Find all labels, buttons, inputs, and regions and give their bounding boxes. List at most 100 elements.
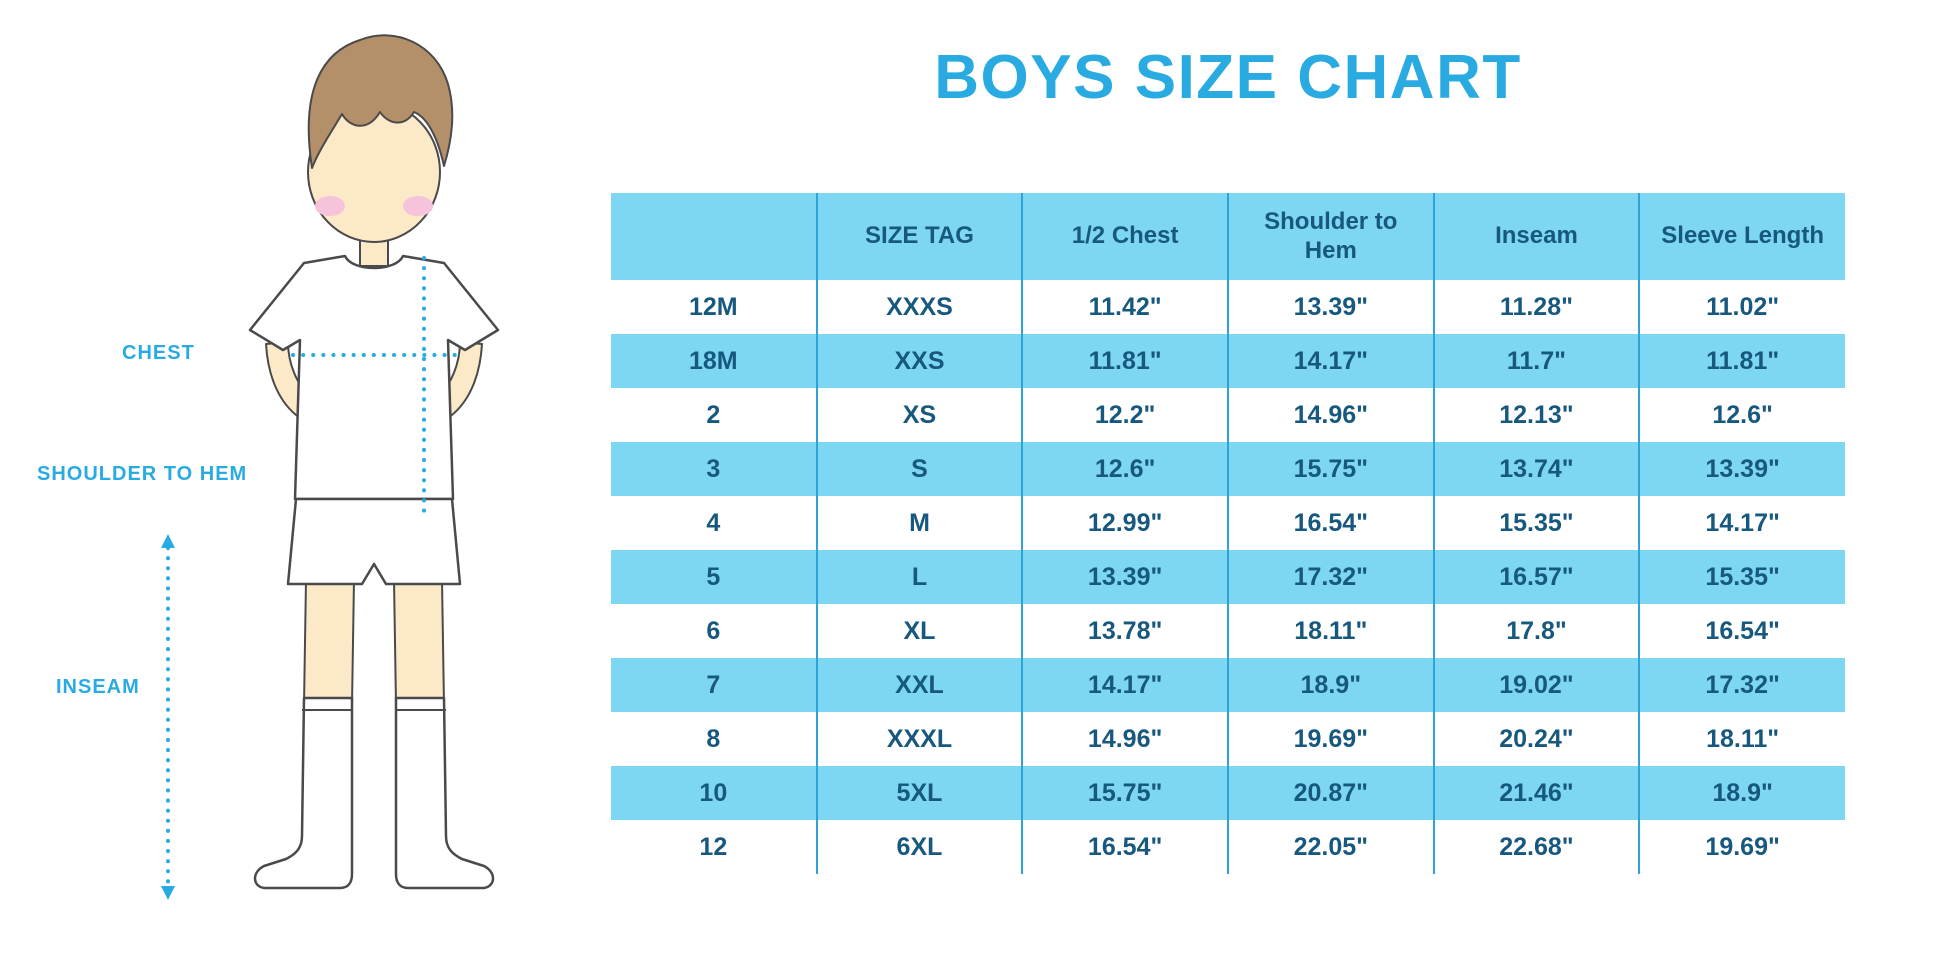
table-cell: 14.17"	[1021, 658, 1228, 712]
boy-cheek-right	[403, 196, 433, 216]
boy-hair	[307, 34, 454, 169]
table-cell: 13.74"	[1432, 442, 1640, 496]
size-chart-table: SIZE TAG 1/2 Chest Shoulder to Hem Inseam Sl…	[611, 193, 1845, 874]
table-row: 18M XXS 11.81" 14.17" 11.7" 11.81"	[611, 334, 1845, 388]
boy-shorts	[286, 497, 462, 586]
chest-label: CHEST	[122, 342, 195, 364]
row-size-label: 8	[706, 724, 721, 753]
table-cell: 18.9"	[1638, 766, 1845, 820]
row-size-label: 5	[706, 562, 721, 591]
table-row: 2 XS 12.2" 14.96" 12.13" 12.6"	[611, 388, 1845, 442]
table-row: 4 M 12.99" 16.54" 15.35" 14.17"	[611, 496, 1845, 550]
column-header: Shoulder to Hem	[1226, 193, 1434, 280]
table-cell: 12.99"	[1021, 496, 1228, 550]
table-cell: 22.05"	[1226, 820, 1434, 874]
table-row: 5 L 13.39" 17.32" 16.57" 15.35"	[611, 550, 1845, 604]
table-row: 3 S 12.6" 15.75" 13.74" 13.39"	[611, 442, 1845, 496]
boy-sock-right	[394, 696, 495, 890]
table-cell: 14.96"	[1021, 712, 1228, 766]
boy-sock-left	[253, 696, 354, 890]
table-cell: XL	[815, 604, 1023, 658]
column-header: 1/2 Chest	[1021, 193, 1228, 280]
table-cell: L	[815, 550, 1023, 604]
table-cell: 20.87"	[1226, 766, 1434, 820]
table-cell: 13.78"	[1021, 604, 1228, 658]
table-cell: 11.7"	[1432, 334, 1640, 388]
table-cell: 14.17"	[1638, 496, 1845, 550]
table-cell: 17.32"	[1638, 658, 1845, 712]
table-cell: 11.02"	[1638, 280, 1845, 334]
row-size-label: 18M	[689, 346, 738, 375]
boy-cheek-left	[315, 196, 345, 216]
boy-leg-left	[302, 579, 356, 706]
table-header-row: SIZE TAG 1/2 Chest Shoulder to Hem Inseam Sl…	[611, 193, 1845, 280]
table-cell: XXS	[815, 334, 1023, 388]
table-cell: 11.81"	[1021, 334, 1228, 388]
row-size-label: 4	[706, 508, 721, 537]
table-cell: 11.28"	[1432, 280, 1640, 334]
column-header: Sleeve Length	[1638, 193, 1845, 280]
table-cell: 12.6"	[1638, 388, 1845, 442]
table-cell: 12.2"	[1021, 388, 1228, 442]
table-cell: 19.69"	[1226, 712, 1434, 766]
table-row: 8 XXXL 14.96" 19.69" 20.24" 18.11"	[611, 712, 1845, 766]
row-size-label: 7	[706, 670, 721, 699]
table-cell: 17.8"	[1432, 604, 1640, 658]
table-cell: 13.39"	[1638, 442, 1845, 496]
table-cell: 12.13"	[1432, 388, 1640, 442]
table-cell: 11.81"	[1638, 334, 1845, 388]
table-row: 12M XXXS 11.42" 13.39" 11.28" 11.02"	[611, 280, 1845, 334]
page-title: BOYS SIZE CHART	[934, 43, 1522, 112]
column-header: Inseam	[1432, 193, 1640, 280]
table-row: 12 6XL 16.54" 22.05" 22.68" 19.69"	[611, 820, 1845, 874]
boy-illustration	[161, 34, 500, 900]
column-header	[611, 193, 817, 280]
table-cell: 21.46"	[1432, 766, 1640, 820]
measurement-figure: CHEST SHOULDER TO HEM INSEAM	[0, 0, 580, 973]
table-cell: M	[815, 496, 1023, 550]
table-cell: 6XL	[815, 820, 1023, 874]
table-cell: 15.35"	[1432, 496, 1640, 550]
inseam-label: INSEAM	[56, 676, 140, 698]
table-cell: XXXL	[815, 712, 1023, 766]
table-row: 7 XXL 14.17" 18.9" 19.02" 17.32"	[611, 658, 1845, 712]
table-cell: 19.02"	[1432, 658, 1640, 712]
table-cell: 18.11"	[1638, 712, 1845, 766]
table-cell: 12.6"	[1021, 442, 1228, 496]
table-cell: 11.42"	[1021, 280, 1228, 334]
table-cell: S	[815, 442, 1023, 496]
table-cell: 18.11"	[1226, 604, 1434, 658]
table-cell: 13.39"	[1021, 550, 1228, 604]
table-header: SIZE TAG 1/2 Chest Shoulder to Hem Inseam Sl…	[611, 193, 1845, 280]
table-cell: 16.54"	[1226, 496, 1434, 550]
table-cell: 15.35"	[1638, 550, 1845, 604]
row-size-label: 12M	[689, 292, 738, 321]
table-cell: 16.54"	[1638, 604, 1845, 658]
table-cell: XXXS	[815, 280, 1023, 334]
table-cell: 17.32"	[1226, 550, 1434, 604]
row-size-label: 10	[699, 778, 728, 807]
shoulder-to-hem-label: SHOULDER TO HEM	[37, 463, 248, 485]
table-row: 6 XL 13.78" 18.11" 17.8" 16.54"	[611, 604, 1845, 658]
table-cell: 16.54"	[1021, 820, 1228, 874]
row-size-label: 6	[706, 616, 721, 645]
table-cell: 13.39"	[1226, 280, 1434, 334]
table-cell: 15.75"	[1021, 766, 1228, 820]
boy-leg-right	[392, 579, 446, 706]
table-cell: XXL	[815, 658, 1023, 712]
table-cell: 16.57"	[1432, 550, 1640, 604]
column-header: SIZE TAG	[815, 193, 1023, 280]
table-cell: 5XL	[815, 766, 1023, 820]
table-cell: 14.17"	[1226, 334, 1434, 388]
table-body: 12M XXXS 11.42" 13.39" 11.28" 11.02" 18M XXS 11.…	[611, 280, 1845, 874]
row-size-label: 3	[706, 454, 721, 483]
table-cell: 18.9"	[1226, 658, 1434, 712]
table-row: 10 5XL 15.75" 20.87" 21.46" 18.9"	[611, 766, 1845, 820]
row-size-label: 2	[706, 400, 721, 429]
table-cell: XS	[815, 388, 1023, 442]
table-cell: 20.24"	[1432, 712, 1640, 766]
table-cell: 22.68"	[1432, 820, 1640, 874]
boy-tshirt	[248, 254, 500, 501]
table-cell: 14.96"	[1226, 388, 1434, 442]
row-size-label: 12	[699, 832, 728, 861]
